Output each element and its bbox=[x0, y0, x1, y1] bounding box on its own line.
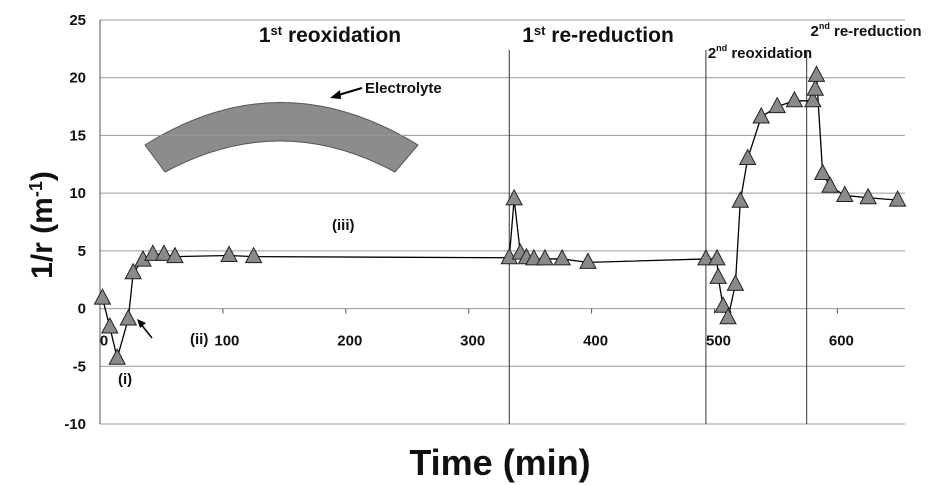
phase-part: 1 bbox=[522, 24, 534, 47]
data-point bbox=[719, 307, 737, 325]
data-point bbox=[821, 176, 839, 193]
x-tick-label: 100 bbox=[214, 333, 239, 350]
data-point bbox=[220, 245, 238, 262]
arrow-head bbox=[137, 319, 146, 328]
y-tick-label: 25 bbox=[69, 12, 86, 29]
data-point bbox=[144, 244, 162, 261]
x-tick-label: 600 bbox=[829, 333, 854, 350]
annotation: (iii) bbox=[332, 217, 355, 234]
data-point bbox=[806, 79, 825, 96]
data-point bbox=[697, 248, 715, 266]
phase-part: reoxidation bbox=[727, 45, 812, 62]
data-point bbox=[807, 65, 826, 82]
annotation: (ii) bbox=[190, 331, 208, 348]
data-point bbox=[803, 90, 822, 108]
y-tick-label: 15 bbox=[69, 127, 86, 144]
data-point bbox=[525, 248, 543, 266]
phase-part: re-reduction bbox=[545, 24, 673, 47]
data-point bbox=[579, 252, 597, 269]
data-point bbox=[888, 190, 907, 207]
y-axis-label: 1/r (m-1) bbox=[26, 171, 59, 279]
phase-part: 1 bbox=[259, 24, 271, 47]
x-tick-label: 300 bbox=[460, 333, 485, 350]
y-tick-label: 10 bbox=[69, 185, 86, 202]
y-label-sup: -1 bbox=[26, 181, 46, 197]
x-tick-label: 200 bbox=[337, 333, 362, 350]
phase-label: 2nd reoxidation bbox=[708, 43, 812, 62]
data-point bbox=[859, 187, 877, 205]
data-point bbox=[785, 90, 804, 108]
data-point bbox=[731, 191, 750, 208]
x-tick-label: 500 bbox=[706, 333, 731, 350]
y-tick-label: 5 bbox=[78, 243, 86, 260]
data-point bbox=[124, 262, 143, 280]
y-tick-label: 20 bbox=[69, 70, 86, 87]
phase-part: 2 bbox=[810, 23, 818, 40]
electrolyte-shape bbox=[144, 102, 419, 173]
phase-sup: nd bbox=[716, 43, 727, 53]
x-tick-label: 400 bbox=[583, 333, 608, 350]
phase-label: 1st reoxidation bbox=[259, 23, 401, 47]
y-label-part: ) bbox=[26, 171, 59, 181]
x-axis-label: Time (min) bbox=[409, 442, 590, 483]
data-point bbox=[93, 288, 112, 305]
data-point bbox=[835, 185, 854, 202]
data-point bbox=[108, 348, 127, 365]
arrow-head bbox=[330, 90, 341, 99]
data-point bbox=[768, 96, 787, 114]
y-tick-label: -5 bbox=[73, 358, 86, 375]
y-tick-label: -10 bbox=[64, 416, 86, 433]
phase-sup: nd bbox=[819, 21, 830, 31]
y-label-part: 1/r (m bbox=[26, 197, 59, 279]
y-tick-label: 0 bbox=[78, 301, 86, 318]
data-point bbox=[155, 244, 173, 261]
data-point bbox=[708, 248, 726, 266]
phase-part: reoxidation bbox=[282, 24, 401, 47]
x-tick-label: 0 bbox=[100, 333, 108, 350]
phase-sup: st bbox=[271, 23, 283, 38]
data-point bbox=[536, 248, 554, 266]
data-point bbox=[738, 148, 757, 166]
data-point bbox=[166, 246, 184, 264]
data-point bbox=[714, 296, 732, 313]
data-point bbox=[505, 188, 524, 206]
annotation: (i) bbox=[118, 371, 132, 388]
data-point bbox=[119, 308, 138, 326]
data-point bbox=[752, 106, 771, 124]
phase-label: 1st re-reduction bbox=[522, 23, 674, 47]
data-point bbox=[244, 246, 263, 264]
data-point bbox=[709, 267, 728, 284]
data-point bbox=[553, 248, 571, 266]
phase-part: 2 bbox=[708, 45, 716, 62]
data-point bbox=[500, 247, 519, 265]
phase-sup: st bbox=[534, 23, 546, 38]
data-point bbox=[813, 163, 832, 181]
phase-label: 2nd re-reduction bbox=[810, 21, 921, 40]
data-point bbox=[726, 274, 745, 291]
phase-part: re-reduction bbox=[830, 23, 922, 40]
data-point bbox=[100, 316, 119, 334]
annotation: Electrolyte bbox=[365, 80, 442, 97]
